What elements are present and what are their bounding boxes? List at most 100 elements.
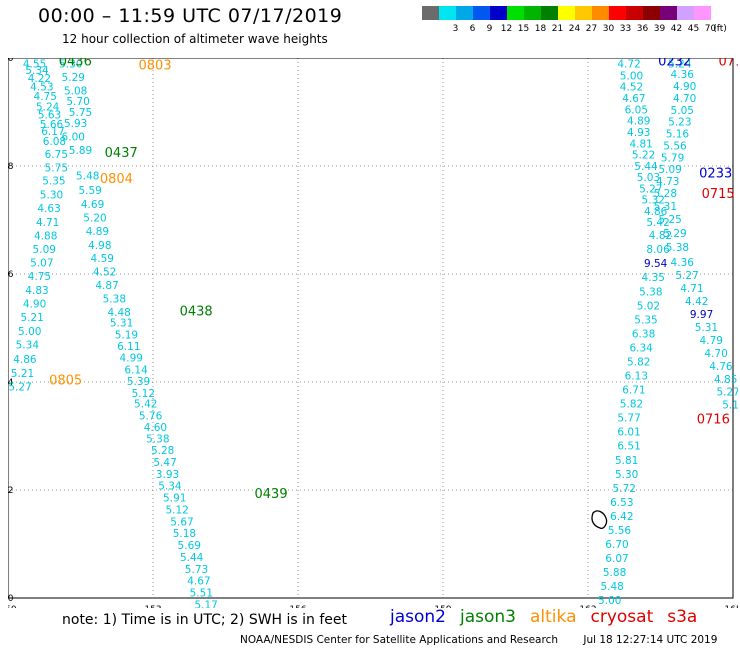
legend-level: 30 [602,24,615,34]
swh-value: 6.75 [45,149,68,161]
legend-level: 12 [500,24,513,34]
pass-label: 0805 [49,373,82,388]
satellite-name: jason3 [460,607,516,627]
pass-label: 0437 [105,146,138,161]
legend-level: 33 [619,24,632,34]
swh-value: 4.86 [644,206,668,218]
legend-swatch [677,6,694,20]
legend-swatch [507,6,524,20]
pass-label: 0804 [100,172,133,187]
swh-value: 4.93 [627,127,650,139]
swh-value: 5.30 [40,190,63,202]
swh-value: 4.75 [34,91,57,103]
wave-height-map[interactable]: 150153156159162165101214161820 4.555.344… [8,58,738,608]
swh-value: 5.56 [608,525,632,537]
swh-value: 4.35 [642,272,665,284]
pass-label: 0436 [59,58,92,70]
swh-value: 6.17 [41,126,64,138]
legend-swatch [643,6,660,20]
swh-value: 5.1 [722,400,738,412]
swh-value: 4.76 [709,361,733,373]
swh-value: 4.99 [120,353,143,365]
swh-value: 5.67 [170,516,193,528]
swh-value: 5.03 [637,172,660,184]
swh-value: 5.82 [620,399,643,411]
swh-value: 5.12 [165,504,188,516]
legend-swatch [660,6,677,20]
swh-value: 4.60 [144,422,167,434]
swh-value: 5.47 [153,457,176,469]
swh-value: 5.24 [36,102,60,114]
swh-value: 6.70 [605,539,628,551]
swh-value: 5.29 [663,228,686,240]
swh-value: 5.27 [716,387,738,399]
swh-value: 5.09 [658,164,681,176]
map-title: 00:00 – 11:59 UTC 07/17/2019 [38,5,343,27]
legend-level: 42 [670,24,683,34]
swh-value: 5.93 [64,118,87,130]
swh-value: 6.34 [629,342,653,354]
pass-label: 0438 [180,305,213,320]
swh-value: 5.12 [132,388,155,400]
swh-value: 5.34 [158,481,182,493]
legend-level: 3 [452,24,459,34]
pass-label: 0715 [702,187,735,202]
swh-value: 4.71 [680,283,703,295]
swh-value: 5.63 [38,110,61,122]
swh-value: 5.66 [40,119,64,131]
legend-swatch [541,6,558,20]
swh-value: 5.34 [25,65,49,77]
swh-value: 5.27 [639,184,662,196]
swh-value: 4.89 [627,116,650,128]
legend-swatch [694,6,711,20]
swh-value: 5.30 [615,469,638,481]
legend-level: 36 [636,24,649,34]
swh-value: 5.91 [163,493,186,505]
swh-tracks: 4.555.344.224.534.755.245.635.666.176.08… [8,58,738,608]
swh-value: 4.70 [673,93,696,105]
swh-value: 4.75 [28,271,51,283]
swh-value: 5.19 [115,329,138,341]
y-tick-label: 18 [8,162,14,172]
swh-value: 6.13 [625,371,648,383]
credit-line: NOAA/NESDIS Center for Satellite Applica… [240,634,739,646]
pass-label: 0716 [697,413,730,428]
swh-value: 6.07 [605,553,628,565]
swh-value: 6.08 [43,136,66,148]
swh-value: 5.28 [654,188,677,200]
map-frame [8,58,734,599]
swh-value: 5.89 [69,145,92,157]
swh-value: 5.00 [620,70,643,82]
pass-label: 0439 [255,487,288,502]
x-tick-label: 159 [434,605,451,608]
island-outline [591,510,608,529]
satellite-name: altika [530,607,577,627]
swh-value: 5.42 [134,399,157,411]
swh-value: 5.32 [642,194,665,206]
legend-level: 9 [486,24,493,34]
swh-value: 5.28 [151,445,174,457]
swh-value: 4.90 [673,81,696,93]
y-tick-label: 16 [8,270,14,280]
swh-value: 4.82 [649,230,672,242]
track-jason3-a: 4.555.344.224.534.755.245.635.666.176.08… [8,58,68,393]
pass-labels: 0436 0803 0437 0804 0438 0805 0439 0232 0714 0233… [49,58,738,502]
swh-value: 5.77 [617,413,640,425]
swh-value: 6.71 [622,385,645,397]
swh-value: 5.21 [20,312,43,324]
legend-level: 27 [585,24,598,34]
swh-value: 5.81 [615,455,638,467]
swh-value: 4.55 [23,58,46,70]
legend-level: 70 [704,24,717,34]
y-tick-label: 10 [8,594,14,604]
legend-swatch [456,6,473,20]
legend-swatch [575,6,592,20]
swh-value: 6.51 [617,441,640,453]
swh-value: 6.53 [610,497,633,509]
swh-value: 5.51 [190,588,213,600]
track-east-a: 4.725.004.524.676.054.894.934.815.225.44… [598,58,672,607]
swh-value: 5.75 [45,163,68,175]
legend-level: 39 [653,24,666,34]
legend-swatch [626,6,643,20]
swh-value: 5.35 [634,314,657,326]
